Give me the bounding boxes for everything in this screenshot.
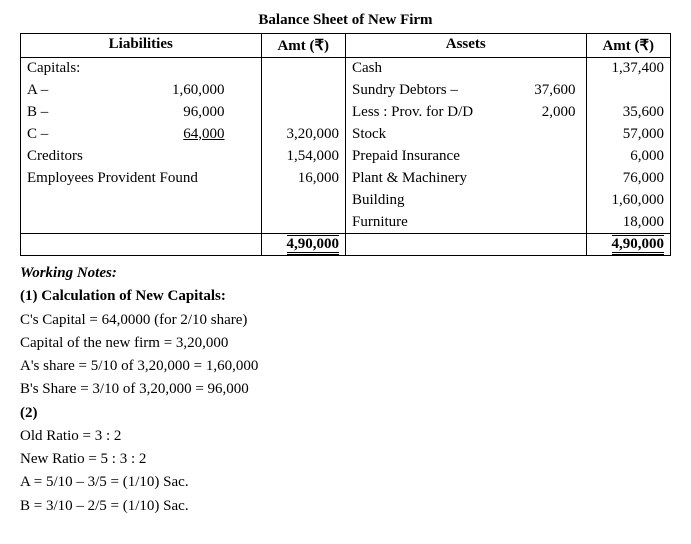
table-row: Building 1,60,000 [21, 190, 671, 212]
furniture-label: Furniture [346, 212, 587, 234]
sheet-title: Balance Sheet of New Firm [20, 12, 671, 29]
prov-val: 2,000 [542, 104, 580, 121]
cell-empty [21, 234, 262, 256]
total-assets: 4,90,000 [586, 234, 671, 256]
balance-sheet-table: Liabilities Amt (₹) Assets Amt (₹) Capit… [20, 33, 671, 256]
debtors-net: 35,600 [586, 102, 671, 124]
note-line: Capital of the new firm = 3,20,000 [20, 332, 671, 355]
cell-empty [261, 58, 346, 80]
cell-empty [21, 190, 262, 212]
table-row: Capitals: Cash 1,37,400 [21, 58, 671, 80]
table-row: Creditors 1,54,000 Prepaid Insurance 6,0… [21, 146, 671, 168]
building-val: 1,60,000 [586, 190, 671, 212]
total-row: 4,90,000 4,90,000 [21, 234, 671, 256]
b-val: 96,000 [183, 104, 254, 121]
prepaid-label: Prepaid Insurance [346, 146, 587, 168]
debtors-val: 37,600 [534, 82, 579, 99]
a-val: 1,60,000 [172, 82, 255, 99]
debtors-label: Sundry Debtors – [352, 82, 458, 99]
cash-val: 1,37,400 [586, 58, 671, 80]
cell-empty [261, 80, 346, 102]
working-notes: Working Notes: (1) Calculation of New Ca… [20, 262, 671, 518]
header-assets: Assets [346, 34, 587, 58]
creditors-val: 1,54,000 [261, 146, 346, 168]
note-line: B = 3/10 – 2/5 = (1/10) Sac. [20, 495, 671, 518]
prov-label: Less : Prov. for D/D [352, 104, 473, 121]
table-row: Furniture 18,000 [21, 212, 671, 234]
plant-label: Plant & Machinery [346, 168, 587, 190]
epf-label: Employees Provident Found [21, 168, 262, 190]
table-row: A – 1,60,000 Sundry Debtors – 37,600 [21, 80, 671, 102]
stock-label: Stock [346, 124, 587, 146]
furniture-val: 18,000 [586, 212, 671, 234]
cell-empty [261, 212, 346, 234]
cell-empty [21, 212, 262, 234]
notes-heading: Working Notes: [20, 262, 671, 285]
building-label: Building [346, 190, 587, 212]
cash-label: Cash [346, 58, 587, 80]
note-line: A = 5/10 – 3/5 = (1/10) Sac. [20, 471, 671, 494]
table-row: B – 96,000 Less : Prov. for D/D 2,000 35… [21, 102, 671, 124]
total-liab: 4,90,000 [261, 234, 346, 256]
creditors-label: Creditors [21, 146, 262, 168]
note-line: New Ratio = 5 : 3 : 2 [20, 448, 671, 471]
cell-empty [346, 234, 587, 256]
cell-empty [586, 80, 671, 102]
c-val: 64,000 [183, 126, 254, 143]
b-label: B – [27, 104, 48, 121]
header-amt-assets: Amt (₹) [586, 34, 671, 58]
header-amt-liab: Amt (₹) [261, 34, 346, 58]
note-line: A's share = 5/10 of 3,20,000 = 1,60,000 [20, 355, 671, 378]
stock-val: 57,000 [586, 124, 671, 146]
cell-empty [261, 102, 346, 124]
table-row: Employees Provident Found 16,000 Plant &… [21, 168, 671, 190]
capitals-total: 3,20,000 [261, 124, 346, 146]
note-line: C's Capital = 64,0000 (for 2/10 share) [20, 309, 671, 332]
header-liabilities: Liabilities [21, 34, 262, 58]
note-line: Old Ratio = 3 : 2 [20, 425, 671, 448]
header-row: Liabilities Amt (₹) Assets Amt (₹) [21, 34, 671, 58]
plant-val: 76,000 [586, 168, 671, 190]
cell-empty [261, 190, 346, 212]
note-line: B's Share = 3/10 of 3,20,000 = 96,000 [20, 378, 671, 401]
epf-val: 16,000 [261, 168, 346, 190]
capitals-label: Capitals: [21, 58, 262, 80]
c-label: C – [27, 126, 48, 143]
prepaid-val: 6,000 [586, 146, 671, 168]
a-label: A – [27, 82, 48, 99]
note2-title: (2) [20, 402, 671, 425]
note1-title: (1) Calculation of New Capitals: [20, 285, 671, 308]
table-row: C – 64,000 3,20,000 Stock 57,000 [21, 124, 671, 146]
